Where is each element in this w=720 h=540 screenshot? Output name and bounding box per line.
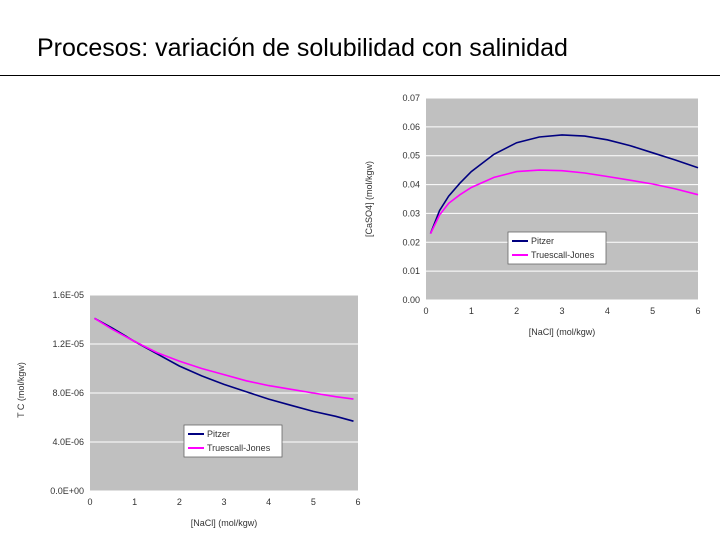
- slide-title: Procesos: variación de solubilidad con s…: [37, 34, 568, 62]
- legend-label: Pitzer: [531, 236, 554, 246]
- chart-tc: 0.0E+00 4.0E-06 8.0E-06 1.2E-05 1.6E-05 0 1 2 3 4…: [16, 290, 361, 528]
- y-tick-label: 0.02: [402, 237, 420, 247]
- y-tick-label: 0.04: [402, 180, 420, 190]
- x-tick-label: 0: [87, 497, 92, 507]
- chart-caso4: 0.00 0.01 0.02 0.03 0.04 0.05 0.06 0.07 0 1 2 3 4 5 6 […: [364, 93, 701, 337]
- y-tick-label: 4.0E-06: [52, 437, 84, 447]
- x-tick-label: 5: [650, 306, 655, 316]
- x-tick-label: 0: [423, 306, 428, 316]
- y-tick-label: 0.01: [402, 266, 420, 276]
- y-tick-label: 0.07: [402, 93, 420, 103]
- x-tick-label: 4: [605, 306, 610, 316]
- y-tick-label: 1.6E-05: [52, 290, 84, 300]
- x-tick-label: 6: [695, 306, 700, 316]
- legend-box: [507, 231, 607, 265]
- x-tick-label: 1: [132, 497, 137, 507]
- y-tick-label: 0.03: [402, 208, 420, 218]
- y-tick-label: 1.2E-05: [52, 339, 84, 349]
- y-axis-label: [CaSO4] (mol/kgw): [364, 161, 374, 237]
- plot-area: [426, 98, 698, 300]
- x-tick-label: 4: [266, 497, 271, 507]
- y-tick-label: 8.0E-06: [52, 388, 84, 398]
- y-tick-label: 0.06: [402, 122, 420, 132]
- series-line-truescall-jones: [94, 317, 354, 400]
- title-divider: [0, 75, 720, 76]
- x-axis-label: [NaCl] (mol/kgw): [191, 518, 258, 528]
- x-tick-label: 6: [355, 497, 360, 507]
- x-tick-label: 3: [559, 306, 564, 316]
- y-tick-label: 0.0E+00: [50, 486, 84, 496]
- y-tick-label: 0.00: [402, 295, 420, 305]
- x-tick-label: 3: [221, 497, 226, 507]
- x-tick-label: 5: [311, 497, 316, 507]
- x-tick-label: 1: [469, 306, 474, 316]
- y-tick-label: 0.05: [402, 151, 420, 161]
- x-axis-label: [NaCl] (mol/kgw): [529, 327, 596, 337]
- legend-box: [183, 424, 283, 458]
- legend: Pitzer Truescall-Jones: [183, 424, 283, 458]
- x-tick-label: 2: [177, 497, 182, 507]
- y-axis-label: T C (mol/kgw): [16, 362, 26, 418]
- legend-label: Truescall-Jones: [531, 250, 595, 260]
- legend-label: Pitzer: [207, 429, 230, 439]
- series-line-pitzer: [429, 134, 699, 234]
- x-tick-label: 2: [514, 306, 519, 316]
- legend: Pitzer Truescall-Jones: [507, 231, 607, 265]
- series-line-truescall-jones: [429, 169, 699, 234]
- legend-label: Truescall-Jones: [207, 443, 271, 453]
